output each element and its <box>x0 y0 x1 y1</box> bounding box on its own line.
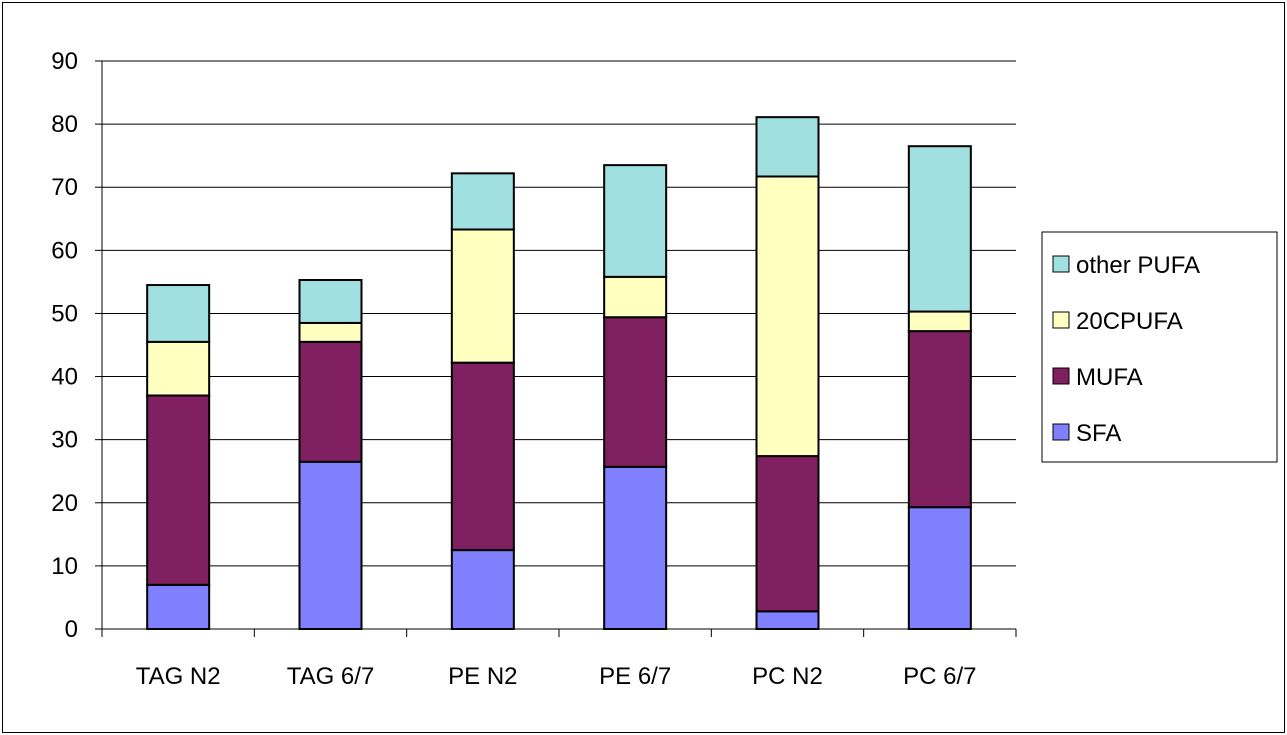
legend-swatch <box>1052 367 1070 385</box>
bar-segment-other-pufa <box>603 164 668 278</box>
bar-segment-mufa <box>603 316 668 468</box>
legend-swatch <box>1052 255 1070 273</box>
bar-segment-sfa <box>450 549 515 630</box>
bar-segment-mufa <box>146 394 211 586</box>
bar-segment-other-pufa <box>907 145 972 313</box>
bar-segment-20cpufa <box>755 175 820 458</box>
bar-segment-other-pufa <box>146 284 211 343</box>
y-tick-label: 10 <box>51 553 78 580</box>
bar-segment-mufa <box>755 455 820 613</box>
y-tick-label: 90 <box>51 48 78 75</box>
bar-segment-20cpufa <box>907 310 972 333</box>
y-tick-label: 40 <box>51 364 78 391</box>
x-category-label: TAG 6/7 <box>287 663 375 690</box>
bar-segment-mufa <box>450 361 515 552</box>
legend-label: 20CPUFA <box>1076 308 1183 335</box>
bar-segment-sfa <box>907 506 972 630</box>
bar-segment-mufa <box>298 340 363 463</box>
bar-segment-sfa <box>298 460 363 630</box>
bar-segment-other-pufa <box>755 116 820 178</box>
x-category-label: TAG N2 <box>136 663 221 690</box>
bar-segment-20cpufa <box>450 228 515 364</box>
bar-segment-other-pufa <box>450 172 515 231</box>
y-tick-label: 50 <box>51 300 78 327</box>
y-tick-label: 60 <box>51 237 78 264</box>
x-category-label: PC N2 <box>752 663 823 690</box>
bar-segment-other-pufa <box>298 278 363 324</box>
y-tick-label: 70 <box>51 174 78 201</box>
bar-segment-mufa <box>907 330 972 509</box>
stacked-bar-chart: 0 10 20 30 40 50 60 70 80 90 TAG N2 TAG 6/7 PE N2 PE … <box>51 48 1278 690</box>
bar-segment-sfa <box>146 583 211 630</box>
bar-segment-20cpufa <box>146 340 211 397</box>
bar-segment-20cpufa <box>298 321 363 343</box>
y-tick-label: 80 <box>51 111 78 138</box>
y-tick-label: 30 <box>51 427 78 454</box>
legend-label: SFA <box>1076 420 1121 447</box>
x-category-label: PE N2 <box>448 663 517 690</box>
bar-segment-sfa <box>755 610 820 631</box>
legend-swatch <box>1052 311 1070 329</box>
y-tick-label: 20 <box>51 490 78 517</box>
bar-segment-sfa <box>603 465 668 630</box>
x-category-label: PC 6/7 <box>903 663 976 690</box>
x-category-label: PE 6/7 <box>599 663 671 690</box>
legend-label: other PUFA <box>1076 252 1200 279</box>
legend-box <box>1041 231 1278 463</box>
legend-swatch <box>1052 423 1070 441</box>
y-tick-label: 0 <box>65 616 78 643</box>
legend-label: MUFA <box>1076 364 1143 391</box>
bar-segment-20cpufa <box>603 275 668 319</box>
